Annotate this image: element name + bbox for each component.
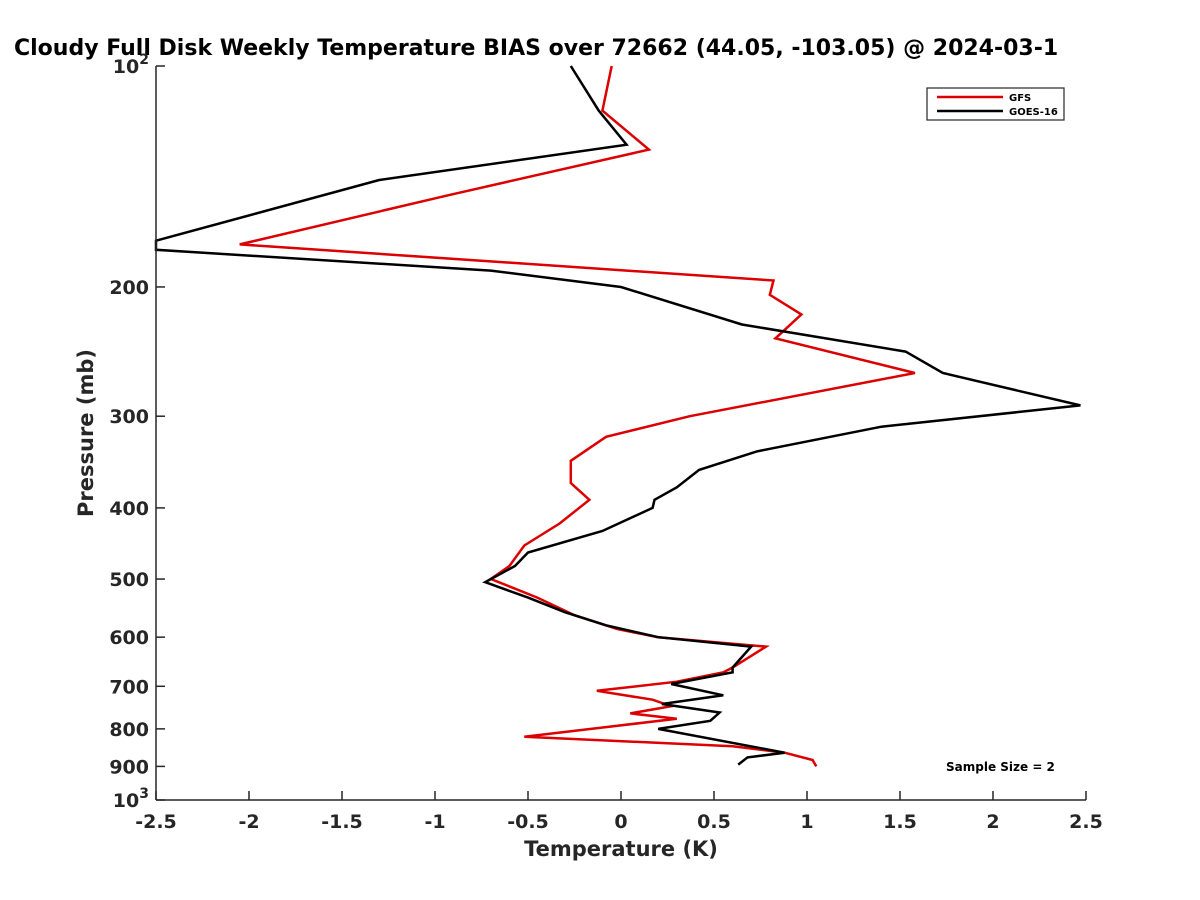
y-tick-label: 200 bbox=[109, 277, 149, 299]
y-axis-label: Pressure (mb) bbox=[74, 349, 98, 517]
x-tick-label: -1.5 bbox=[321, 811, 363, 833]
legend-label-gfs: GFS bbox=[1009, 93, 1031, 104]
plot-lines bbox=[154, 65, 1081, 768]
y-tick-label: 103 bbox=[113, 786, 149, 812]
series-line-goes16 bbox=[154, 65, 1081, 766]
y-tick-label: 500 bbox=[109, 569, 149, 591]
y-tick-label: 300 bbox=[109, 406, 149, 428]
chart-title: Cloudy Full Disk Weekly Temperature BIAS… bbox=[14, 36, 1058, 61]
y-ticks: 102 200 300 400 500 600 700 800 900 103 bbox=[109, 52, 165, 812]
x-tick-label: 0.5 bbox=[697, 811, 731, 833]
x-tick-label: -1 bbox=[424, 811, 445, 833]
x-axis-label: Temperature (K) bbox=[524, 837, 718, 861]
y-tick-label: 800 bbox=[109, 719, 149, 741]
legend-box bbox=[926, 87, 1065, 121]
x-ticks: -2.5 -2 -1.5 -1 -0.5 0 0.5 1 1.5 2 2.5 bbox=[135, 791, 1103, 833]
series-line-gfs bbox=[239, 65, 916, 768]
legend-label-goes16: GOES-16 bbox=[1009, 107, 1058, 118]
x-tick-label: 1 bbox=[800, 811, 813, 833]
y-tick-label: 102 bbox=[113, 52, 149, 78]
y-tick-label: 700 bbox=[109, 676, 149, 698]
x-tick-label: 2.5 bbox=[1069, 811, 1103, 833]
x-tick-label: 0 bbox=[614, 811, 627, 833]
y-tick-label: 900 bbox=[109, 756, 149, 778]
y-tick-label: 600 bbox=[109, 627, 149, 649]
x-tick-label: -0.5 bbox=[507, 811, 549, 833]
x-tick-label: 1.5 bbox=[883, 811, 917, 833]
legend: GFS GOES-16 bbox=[926, 87, 1065, 121]
sample-size-annotation: Sample Size = 2 bbox=[946, 760, 1055, 774]
x-tick-label: -2.5 bbox=[135, 811, 177, 833]
y-tick-label: 400 bbox=[109, 498, 149, 520]
x-tick-label: 2 bbox=[986, 811, 999, 833]
x-tick-label: -2 bbox=[238, 811, 259, 833]
